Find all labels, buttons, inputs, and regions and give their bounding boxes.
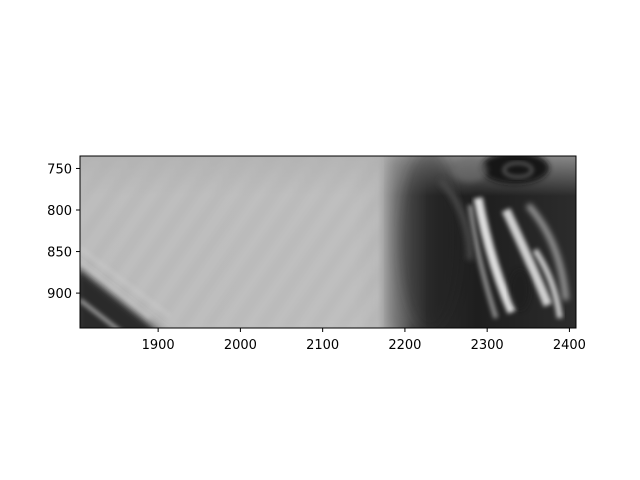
y-tick-label: 800 xyxy=(47,204,72,219)
x-tick-label: 2100 xyxy=(306,338,339,353)
axes-frame xyxy=(79,155,577,329)
y-axis: 750 800 850 900 xyxy=(47,162,80,302)
x-axis: 1900 2000 2100 2200 2300 2400 xyxy=(142,328,586,353)
y-tick-label: 750 xyxy=(47,162,72,177)
y-tick-label: 850 xyxy=(47,246,72,261)
x-tick-label: 2400 xyxy=(553,338,586,353)
heatmap-image xyxy=(80,156,576,328)
y-tick-label: 900 xyxy=(47,287,72,302)
x-tick-label: 2300 xyxy=(471,338,504,353)
x-tick-label: 2200 xyxy=(388,338,421,353)
x-tick-label: 1900 xyxy=(142,338,175,353)
x-tick-label: 2000 xyxy=(224,338,257,353)
